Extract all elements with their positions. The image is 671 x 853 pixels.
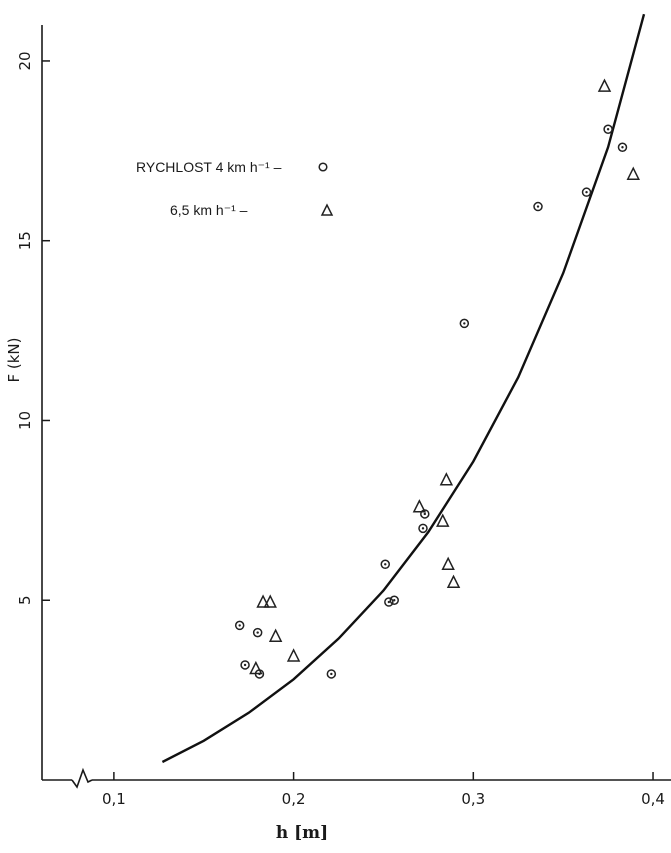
y-tick-label: 20 xyxy=(16,51,34,70)
data-point-circle xyxy=(459,318,470,329)
y-axis-title: F (kN) xyxy=(5,337,23,382)
x-axis-title: h [m] xyxy=(276,823,328,843)
data-point-triangle xyxy=(626,166,640,180)
data-point-triangle xyxy=(597,78,612,92)
data-point-triangle xyxy=(286,648,301,662)
data-points xyxy=(234,78,640,679)
data-point-circle xyxy=(617,142,628,152)
data-point-circle xyxy=(384,597,394,607)
data-point-circle xyxy=(533,201,543,212)
data-point-triangle xyxy=(436,513,450,527)
data-point-circle xyxy=(389,595,399,605)
legend-label-circle: RYCHLOST 4 km h⁻¹ – xyxy=(136,159,282,175)
data-point-circle xyxy=(252,627,263,638)
data-point-circle xyxy=(240,660,250,670)
data-point-circle xyxy=(380,559,391,570)
legend-marker-triangle xyxy=(320,203,334,216)
x-ticks: 0,1 0,2 0,3 0,4 xyxy=(102,772,665,808)
data-point-triangle xyxy=(412,499,427,513)
legend-marker-circle xyxy=(318,162,328,172)
fit-curve xyxy=(161,13,646,764)
y-ticks: 5 10 15 20 xyxy=(16,51,50,605)
x-tick-label: 0,4 xyxy=(641,790,665,808)
data-point-triangle xyxy=(268,628,283,642)
x-tick-label: 0,3 xyxy=(461,790,485,808)
x-tick-label: 0,1 xyxy=(102,790,126,808)
data-point-circle xyxy=(234,620,245,631)
x-axis-break-symbol xyxy=(71,767,93,789)
legend: RYCHLOST 4 km h⁻¹ – 6,5 km h⁻¹ – xyxy=(136,159,334,218)
data-point-circle xyxy=(326,669,337,679)
data-point-triangle xyxy=(249,660,263,675)
data-point-triangle xyxy=(441,556,455,571)
data-point-triangle xyxy=(256,594,270,608)
axes xyxy=(41,25,671,789)
data-point-circle xyxy=(418,523,428,534)
data-point-circle xyxy=(603,124,613,135)
y-tick-label: 15 xyxy=(16,231,34,250)
y-tick-label: 10 xyxy=(16,411,34,430)
x-tick-label: 0,2 xyxy=(282,790,306,808)
data-point-triangle xyxy=(439,472,454,486)
data-point-triangle xyxy=(446,574,461,589)
y-tick-label: 5 xyxy=(16,595,34,605)
legend-label-triangle: 6,5 km h⁻¹ – xyxy=(170,202,248,218)
data-point-triangle xyxy=(263,594,277,608)
data-point-circle xyxy=(581,187,592,197)
